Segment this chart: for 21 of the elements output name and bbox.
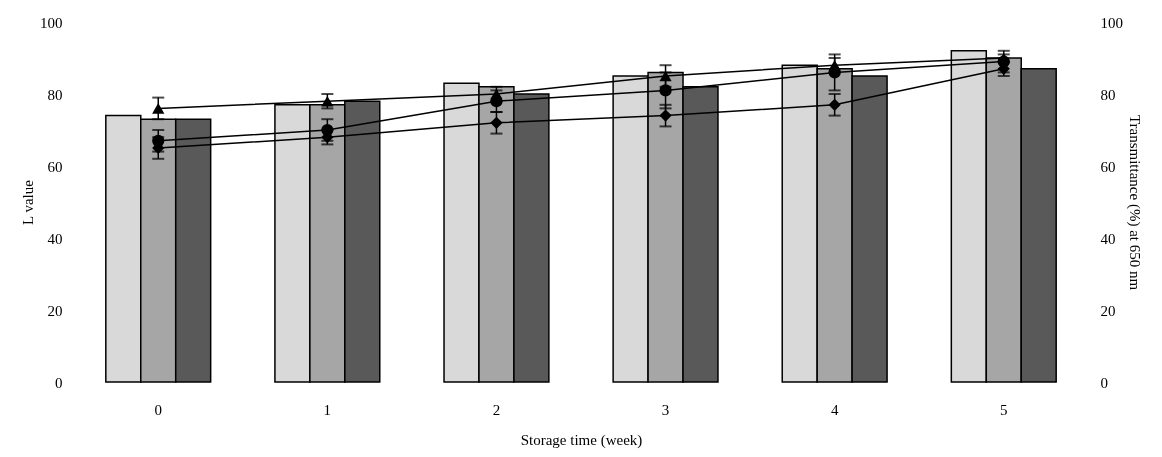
y-tick-label: 40: [47, 230, 63, 247]
y-tick-label: 20: [47, 302, 63, 319]
x-tick-label: 2: [492, 401, 501, 418]
y-tick-label: 100: [40, 14, 63, 31]
x-tick-label: 4: [830, 401, 839, 418]
x-tick-label: 0: [154, 401, 162, 418]
y2-tick-label: 0: [1100, 374, 1108, 391]
y2-tick-label: 60: [1100, 158, 1116, 175]
y-tick-label: 60: [47, 158, 63, 175]
y-tick-label: 0: [55, 374, 63, 391]
x-tick-label: 5: [1000, 401, 1008, 418]
y2-axis-title: Transmittance (%) at 650 nm: [1126, 114, 1143, 291]
x-tick-label: 3: [661, 401, 670, 418]
y2-tick-label: 100: [1100, 14, 1123, 31]
x-axis-title: Storage time (week): [520, 431, 643, 449]
x-tick-label: 1: [323, 401, 332, 418]
y-axis-title: L value: [20, 179, 36, 225]
y2-tick-label: 40: [1100, 230, 1116, 247]
y-tick-label: 80: [47, 86, 63, 103]
y2-tick-label: 80: [1100, 86, 1116, 103]
y2-tick-label: 20: [1100, 302, 1116, 319]
